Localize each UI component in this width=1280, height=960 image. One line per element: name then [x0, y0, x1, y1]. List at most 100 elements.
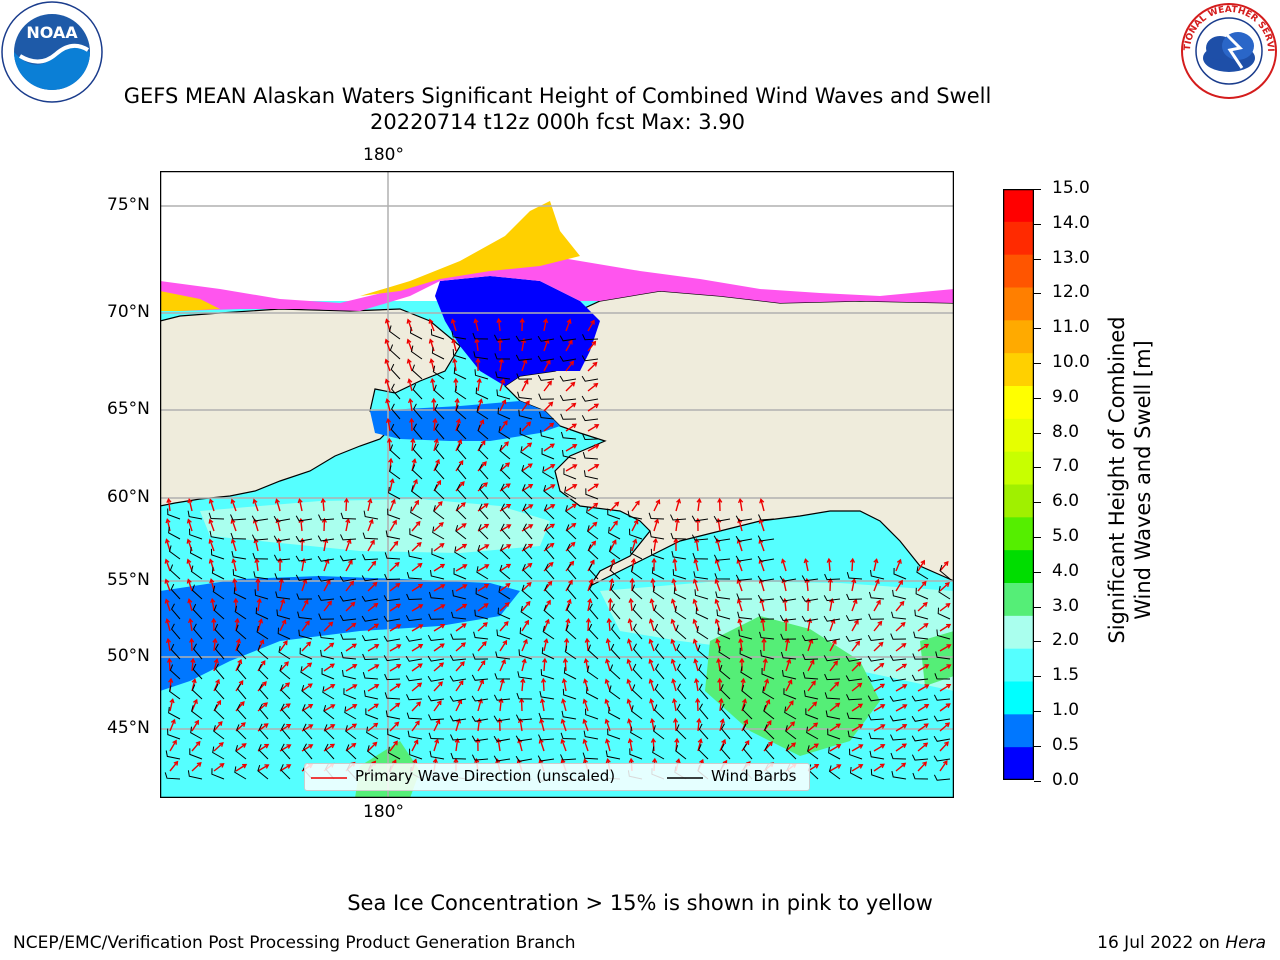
colorbar-tick-label: 9.0: [1052, 386, 1080, 407]
wind-barb: [566, 583, 577, 600]
wave-arrowhead: [308, 704, 314, 709]
colorbar-tick-mark: [1034, 293, 1041, 295]
wave-arrowhead: [946, 664, 952, 669]
wave-arrowhead: [415, 720, 420, 726]
wind-barb: [434, 403, 445, 420]
wind-barb: [258, 663, 269, 680]
wave-arrow: [895, 580, 903, 592]
wave-arrowhead: [671, 697, 678, 704]
wave-arrow: [323, 600, 332, 612]
wave-arrow: [785, 679, 793, 692]
wave-arrowhead: [367, 498, 373, 504]
wave-arrow: [279, 724, 291, 732]
wave-arrowhead: [343, 497, 350, 503]
wave-arrow: [715, 579, 721, 592]
wave-arrow: [694, 659, 699, 672]
wave-arrowhead: [440, 584, 446, 589]
wave-arrow: [673, 559, 677, 572]
wind-barb: [344, 706, 357, 720]
chart-title: GEFS MEAN Alaskan Waters Significant Hei…: [123, 84, 992, 108]
wave-arrow: [389, 583, 400, 592]
wave-arrowhead: [187, 498, 193, 504]
wave-arrow: [455, 719, 461, 732]
wave-arrow: [785, 742, 796, 752]
wind-barb: [889, 715, 907, 722]
wave-arrow: [917, 623, 929, 632]
wind-barb: [780, 633, 797, 640]
wave-arrow: [939, 561, 949, 572]
wind-barb: [366, 726, 379, 740]
wave-arrowhead: [385, 398, 391, 404]
wave-arrowhead: [384, 358, 390, 364]
wave-arrow: [477, 482, 488, 492]
wave-arrow: [760, 599, 765, 612]
wind-barb: [449, 675, 467, 682]
wave-arrowhead: [572, 484, 578, 489]
wave-arrowhead: [234, 617, 240, 623]
wave-arrow: [455, 642, 466, 652]
wave-arrow: [697, 719, 700, 732]
wind-barb: [824, 673, 841, 681]
wave-arrow: [673, 699, 677, 712]
wind-barb: [496, 389, 511, 400]
wave-arrowhead: [715, 538, 721, 544]
wave-arrow: [389, 702, 400, 712]
wave-arrow: [521, 679, 524, 692]
wave-arrowhead: [626, 698, 632, 704]
wind-barb: [629, 748, 643, 760]
wave-arrowhead: [460, 502, 466, 507]
wind-barb: [588, 623, 599, 640]
wave-arrowhead: [583, 678, 589, 684]
sea-ice-pink: [160, 251, 954, 311]
wind-barb: [236, 703, 247, 720]
colorbar-tick-mark: [1034, 467, 1041, 469]
wave-arrowhead: [768, 741, 773, 747]
wind-barb: [676, 683, 687, 700]
wave-arrowhead: [286, 744, 292, 749]
wave-arrowhead: [440, 563, 446, 569]
wave-arrow: [165, 559, 171, 572]
wind-barb: [758, 613, 775, 620]
wind-barb: [251, 534, 269, 541]
wave-arrowhead: [739, 657, 745, 663]
wind-barb: [538, 393, 555, 400]
wind-barb: [916, 566, 929, 580]
wave-arrowhead: [627, 718, 633, 724]
wind-barb: [891, 770, 907, 780]
wind-barb: [251, 515, 269, 522]
wave-arrowhead: [215, 678, 220, 685]
wind-barb: [627, 510, 643, 520]
wave-arrowhead: [879, 683, 886, 689]
wave-arrowhead: [164, 578, 170, 584]
wave-arrowhead: [550, 464, 556, 469]
wave-arrow: [542, 678, 545, 692]
wind-barb: [846, 593, 863, 601]
colorbar-segment: [1003, 583, 1034, 617]
wave-arrow: [367, 519, 373, 532]
colorbar-tick-label: 0.5: [1052, 734, 1080, 755]
wave-arrowhead: [547, 380, 552, 386]
wave-arrowhead: [506, 544, 512, 549]
wave-arrowhead: [210, 597, 216, 604]
wind-barb: [453, 567, 467, 580]
wind-barb: [211, 567, 225, 580]
wave-arrowhead: [428, 318, 434, 324]
wave-arrowhead: [506, 563, 512, 569]
wave-arrow: [807, 680, 816, 692]
wind-barb: [474, 609, 489, 620]
wind-barb: [581, 375, 599, 382]
wind-barb: [477, 424, 489, 440]
wave-arrow: [829, 764, 841, 772]
colorbar-tick-label: 7.0: [1052, 456, 1080, 477]
wind-barb: [912, 653, 929, 660]
wave-arrow: [543, 464, 555, 472]
wave-arrow: [387, 419, 391, 432]
wave-arrowhead: [836, 764, 842, 769]
wind-barb: [497, 407, 511, 420]
wind-barb: [456, 504, 467, 520]
wind-barb: [280, 684, 291, 700]
wind-barb: [801, 615, 819, 622]
wave-arrow: [675, 519, 679, 532]
wind-barb: [208, 512, 225, 520]
wind-barb: [297, 611, 313, 620]
